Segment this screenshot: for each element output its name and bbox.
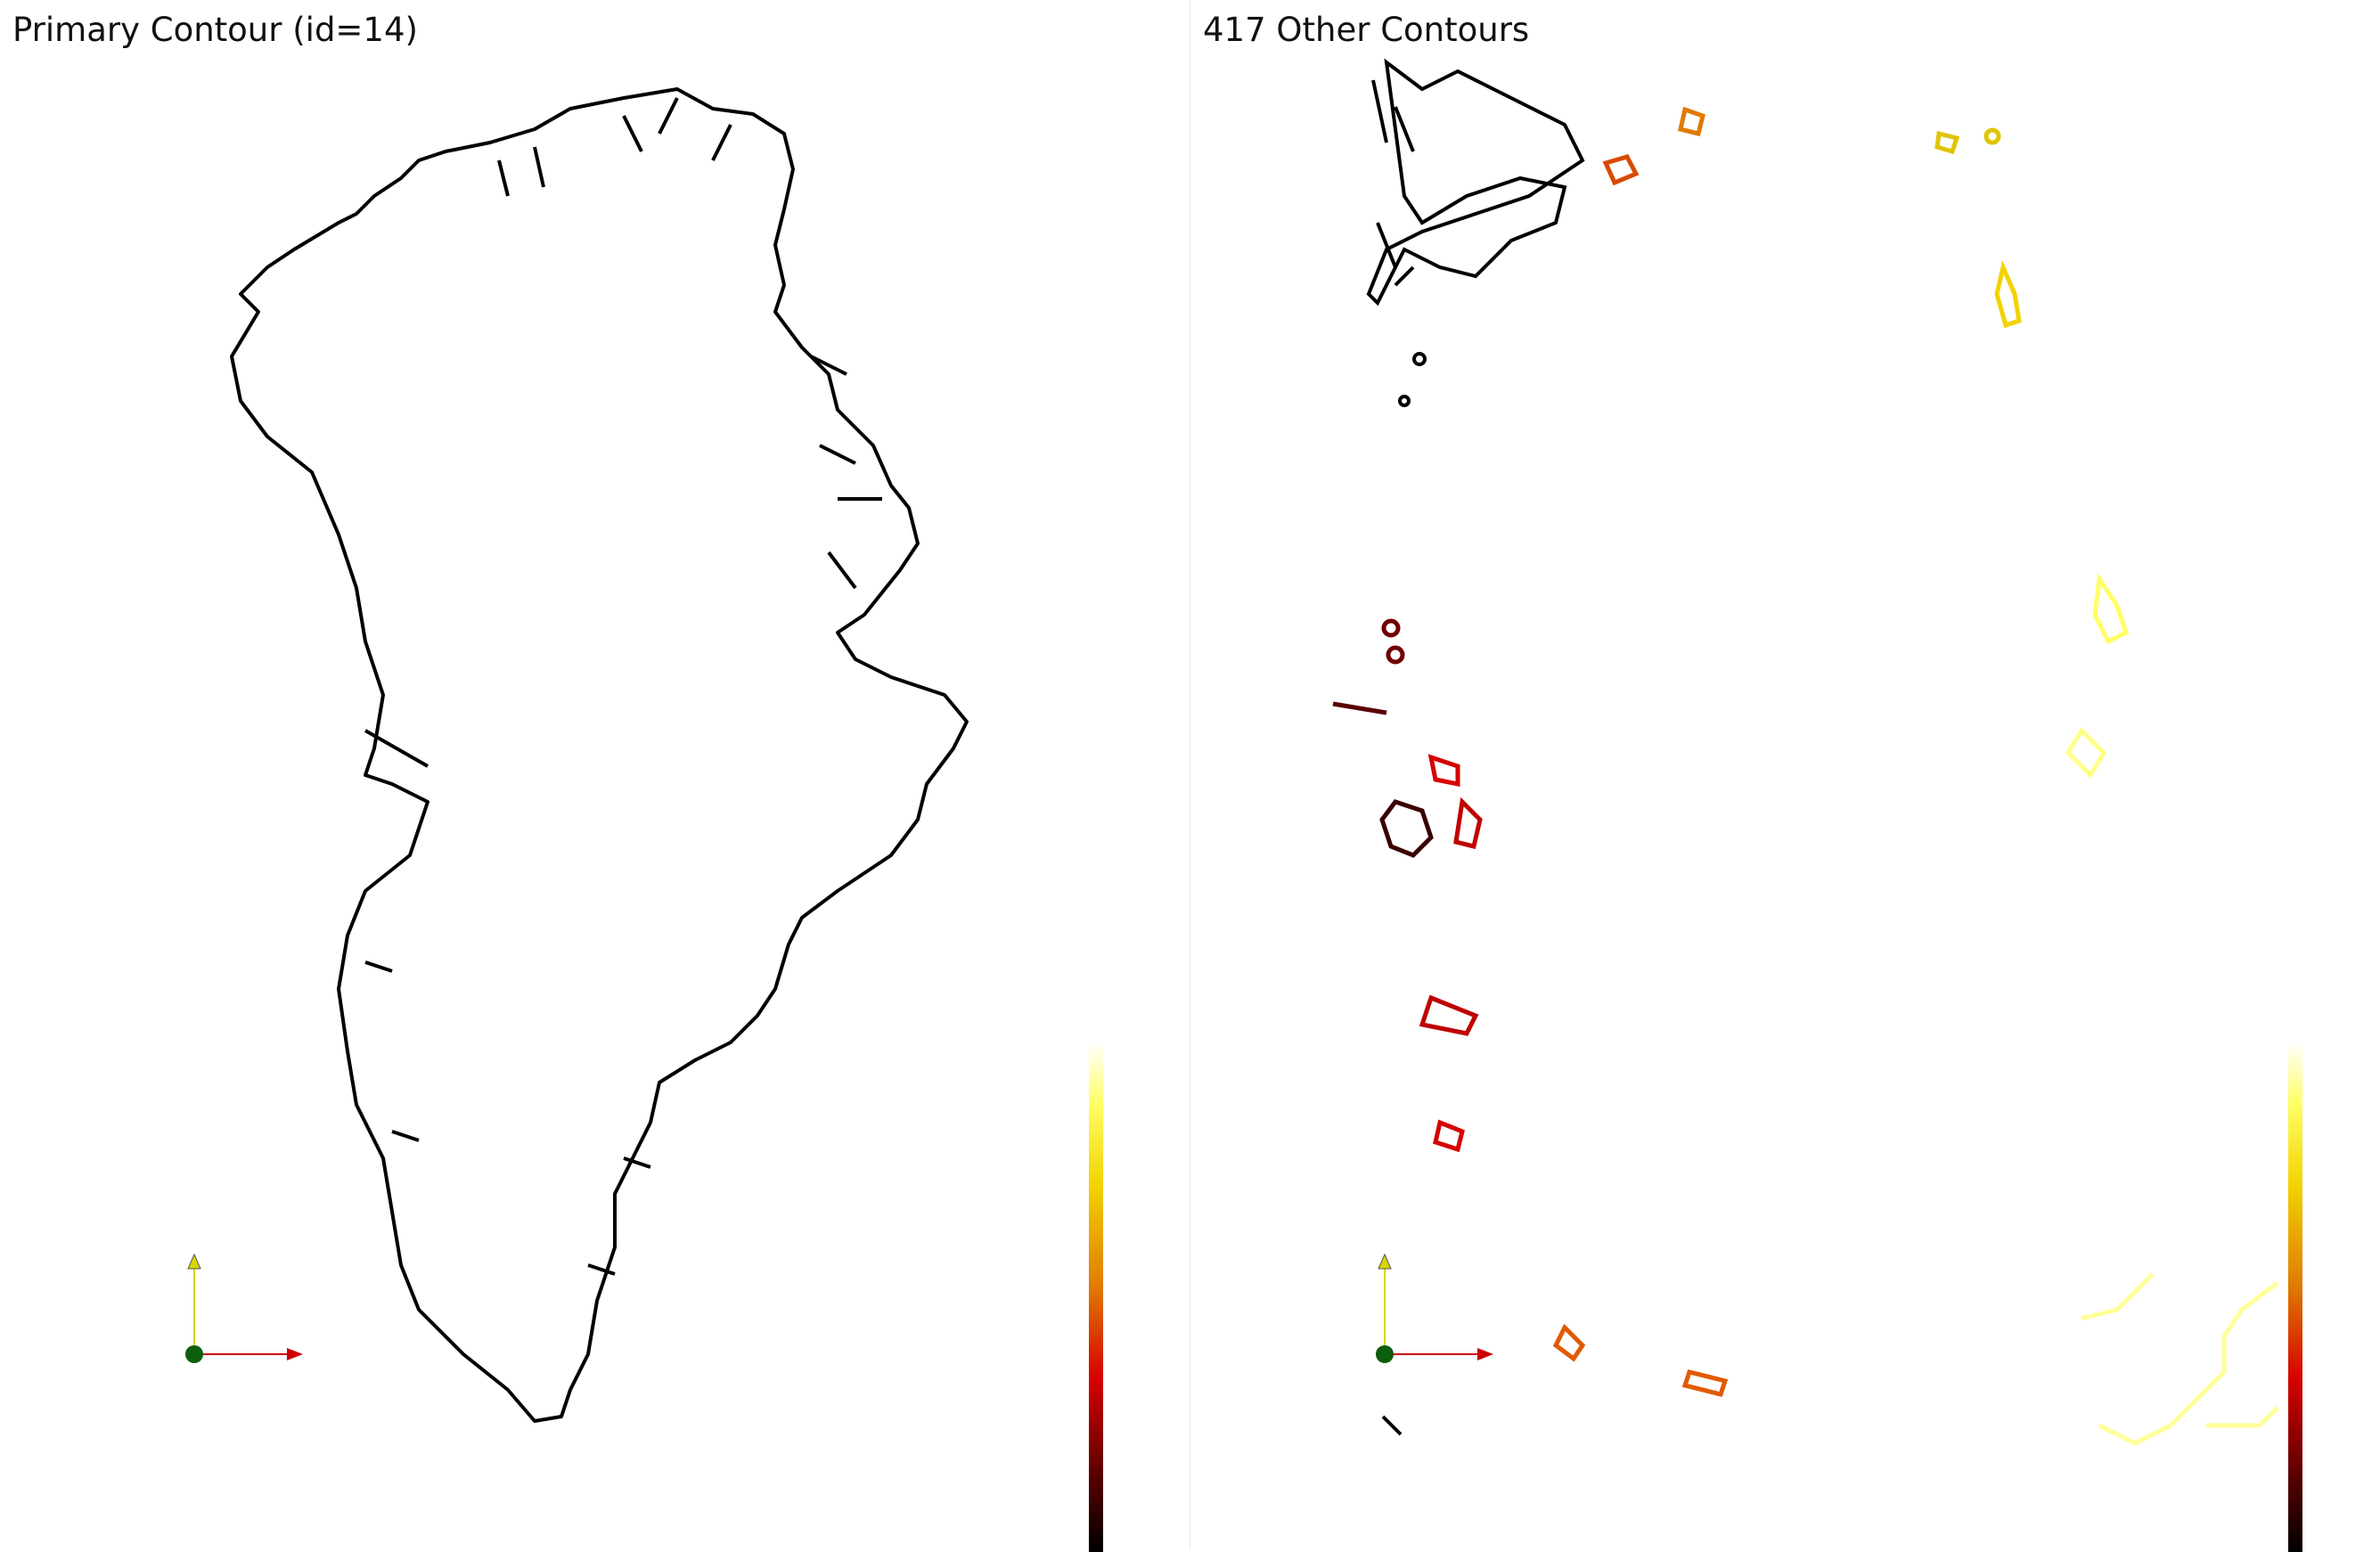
colorbar <box>1089 1042 1103 1552</box>
other-contours-view[interactable]: 417 Other Contours <box>1190 0 2380 1552</box>
greenland-outline <box>230 87 969 1423</box>
colorbar <box>2288 1042 2302 1552</box>
y-axis-arrowhead <box>1378 1253 1392 1270</box>
fjord-lines <box>364 97 882 1276</box>
y-axis-arrowhead <box>187 1253 201 1270</box>
panel-title: Primary Contour (id=14) <box>12 11 418 49</box>
origin-dot-icon <box>1376 1345 1394 1363</box>
panel-title: 417 Other Contours <box>1203 11 1530 49</box>
x-axis-arrowhead <box>287 1348 303 1360</box>
northwest-contour-cluster <box>1366 58 1585 1436</box>
contour-canvas[interactable] <box>1190 0 2380 1548</box>
contour-scatter <box>1332 106 2279 1446</box>
origin-dot-icon <box>185 1345 203 1363</box>
x-axis-arrowhead <box>1477 1348 1493 1360</box>
contour-canvas[interactable] <box>0 0 1190 1548</box>
primary-contour-view[interactable]: Primary Contour (id=14) <box>0 0 1190 1552</box>
